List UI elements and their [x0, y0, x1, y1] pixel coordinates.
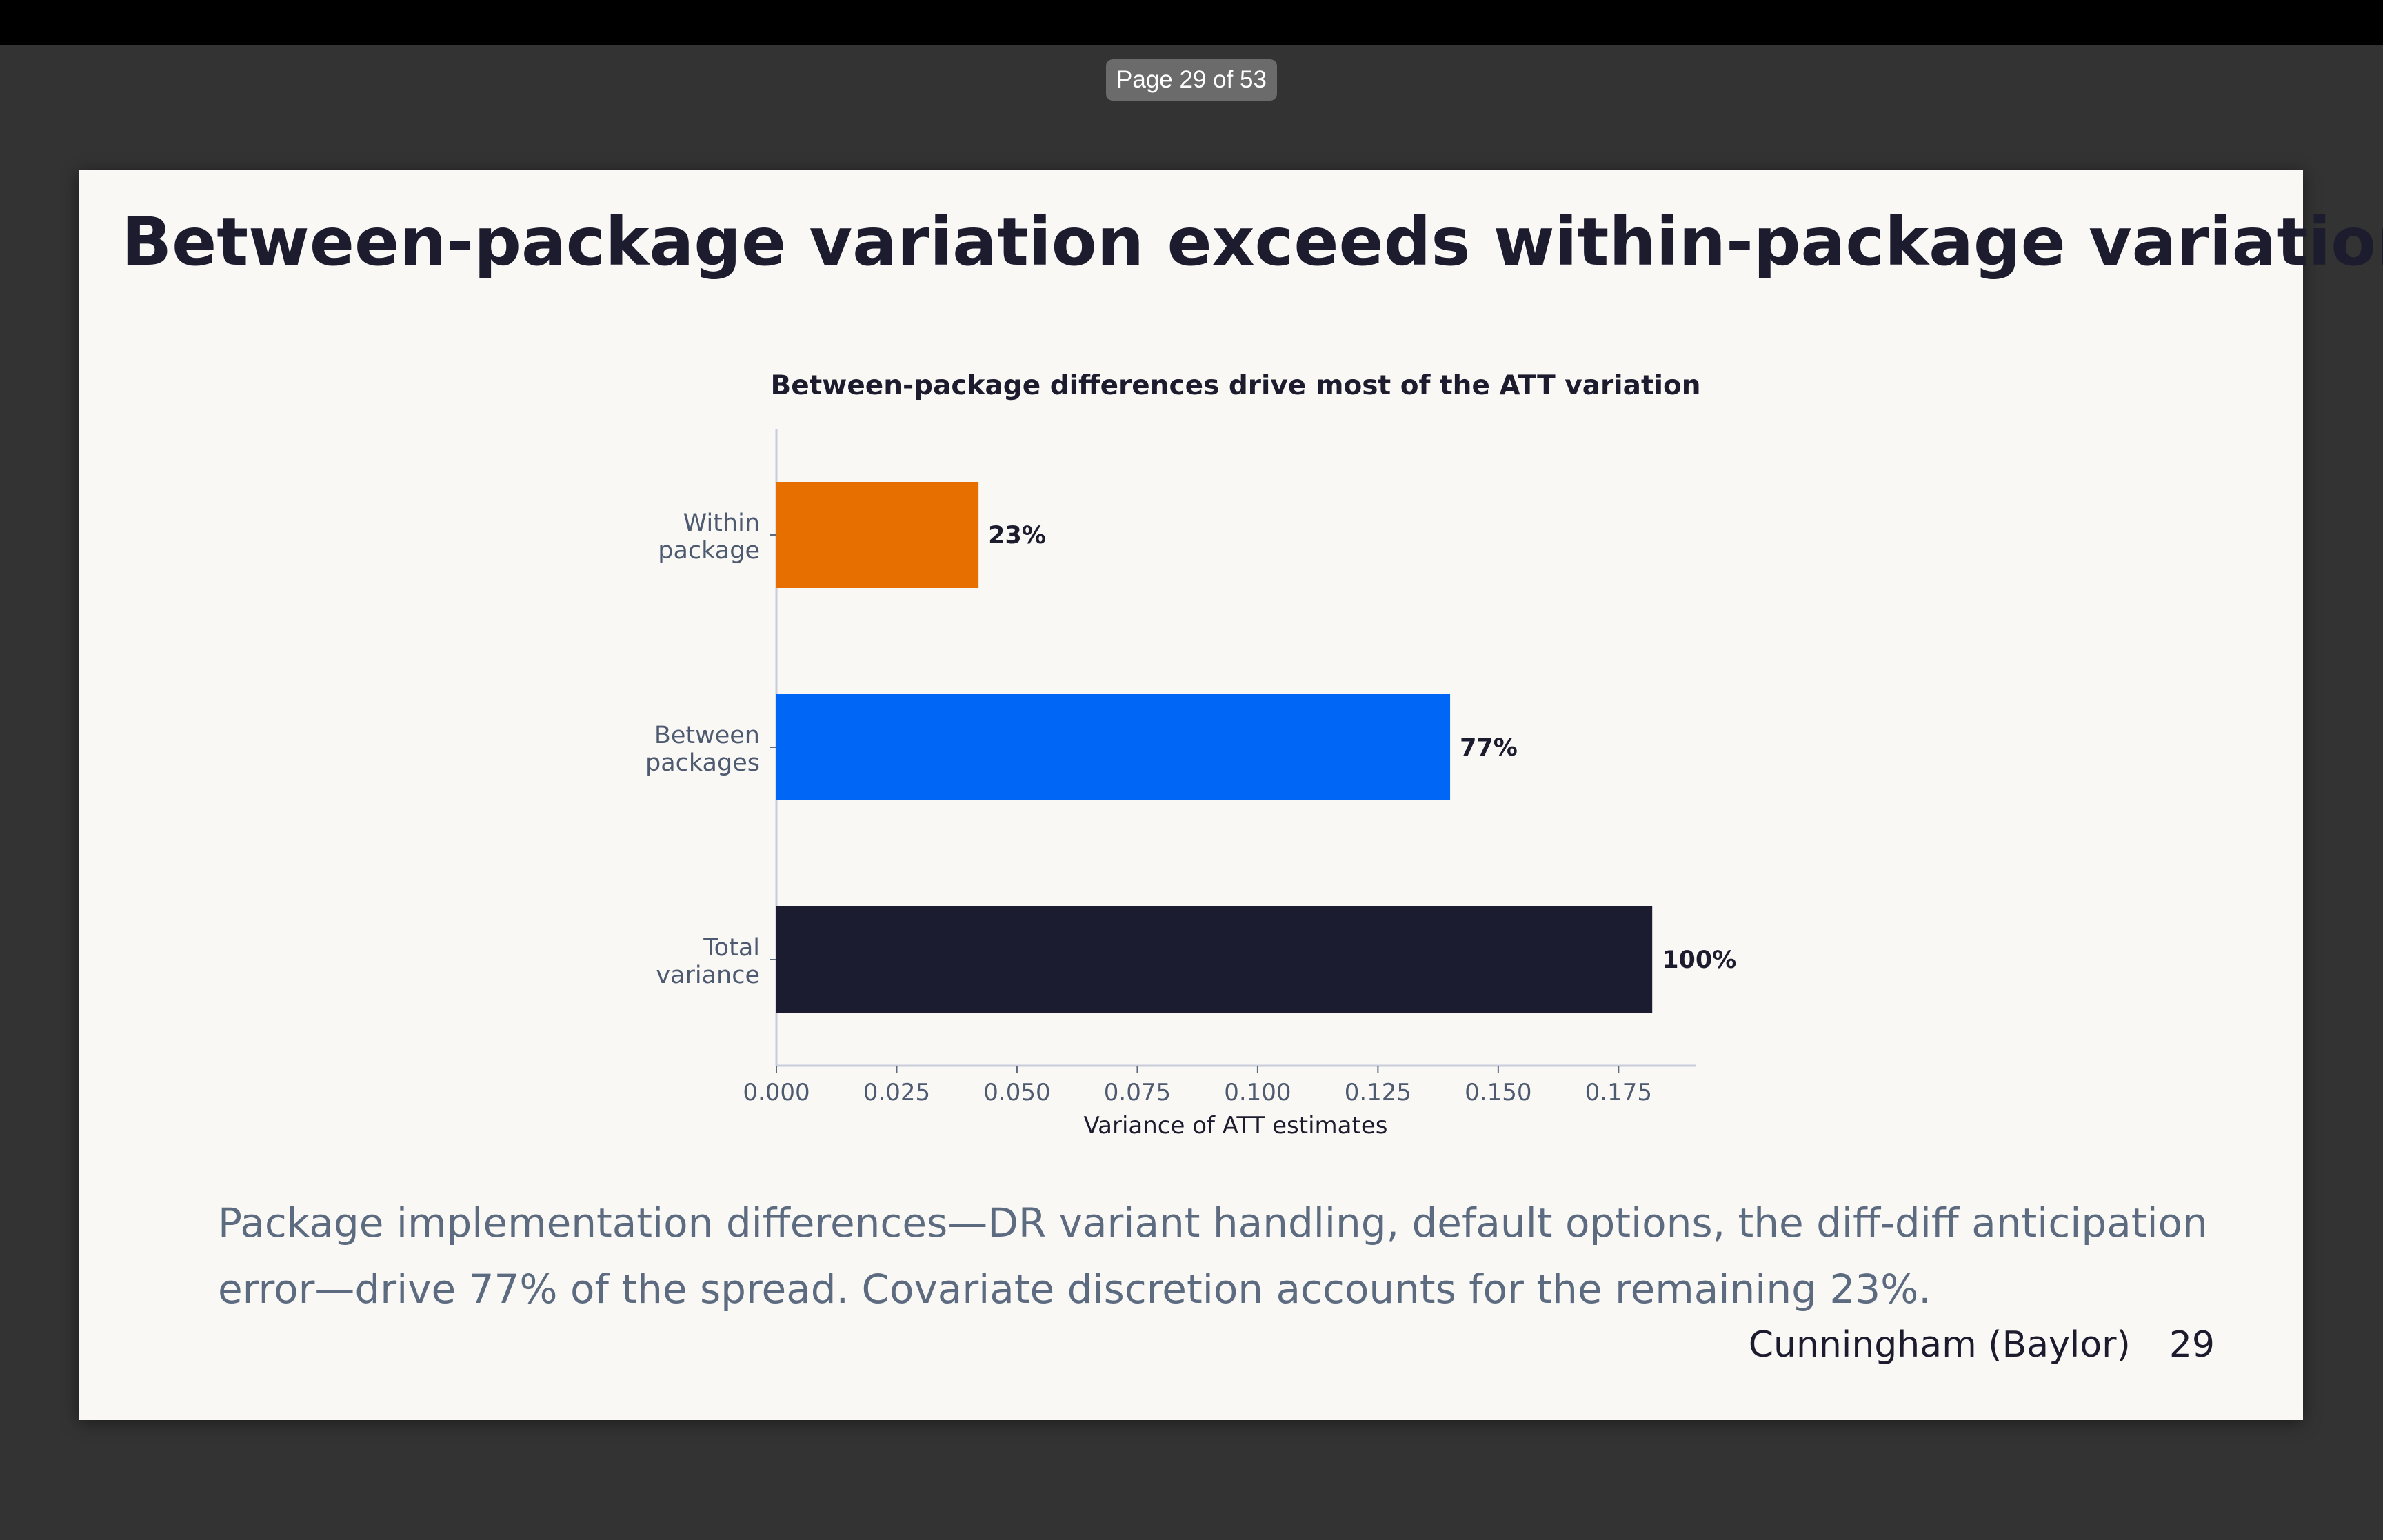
x-tick-label: 0.125: [1345, 1079, 1411, 1106]
bar-value-label: 77%: [1460, 734, 1518, 762]
bar-value-label: 23%: [988, 522, 1046, 549]
footer-author: Cunningham (Baylor): [1748, 1324, 2131, 1366]
y-tick-label: Total: [703, 934, 760, 962]
y-tick-label: variance: [656, 962, 760, 989]
x-axis-label: Variance of ATT estimates: [1084, 1112, 1388, 1139]
slide: Between-package variation exceeds within…: [79, 170, 2383, 1420]
bar: [776, 694, 1451, 800]
bar-value-label: 100%: [1662, 946, 1736, 974]
x-tick-label: 0.175: [1585, 1079, 1652, 1106]
y-tick-label: package: [658, 537, 760, 565]
slide-body-text: Package implementation differences—DR va…: [218, 1199, 2208, 1313]
bar-chart: Between-package differences drive most o…: [645, 370, 1736, 1139]
x-tick-label: 0.075: [1104, 1079, 1171, 1106]
x-tick-label: 0.050: [983, 1079, 1050, 1106]
footer-page-number: 29: [2169, 1324, 2215, 1366]
x-tick-label: 0.025: [863, 1079, 930, 1106]
viewer-top-bar: [0, 0, 2383, 45]
x-tick-label: 0.100: [1224, 1079, 1291, 1106]
x-tick-label: 0.150: [1465, 1079, 1531, 1106]
chart-title: Between-package differences drive most o…: [770, 370, 1700, 401]
y-tick-label: packages: [645, 749, 760, 777]
y-tick-label: Between: [654, 722, 760, 749]
bar: [776, 906, 1653, 1013]
slide-title: Between-package variation exceeds within…: [121, 203, 2383, 281]
x-tick-label: 0.000: [743, 1079, 810, 1106]
slide-footer: Cunningham (Baylor) 29: [1749, 1321, 2215, 1369]
page-indicator: Page 29 of 53: [1106, 59, 1277, 101]
y-tick-label: Within: [683, 509, 760, 537]
bar: [776, 482, 979, 588]
